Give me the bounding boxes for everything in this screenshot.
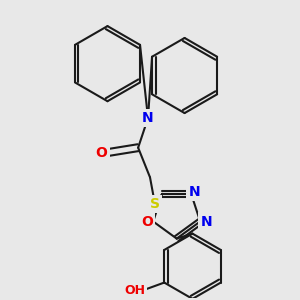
Text: N: N <box>188 185 200 199</box>
Text: O: O <box>141 214 153 229</box>
Text: N: N <box>142 111 154 125</box>
Text: N: N <box>200 214 212 229</box>
Text: O: O <box>96 146 107 160</box>
Text: S: S <box>150 197 160 211</box>
Text: OH: OH <box>124 284 145 297</box>
